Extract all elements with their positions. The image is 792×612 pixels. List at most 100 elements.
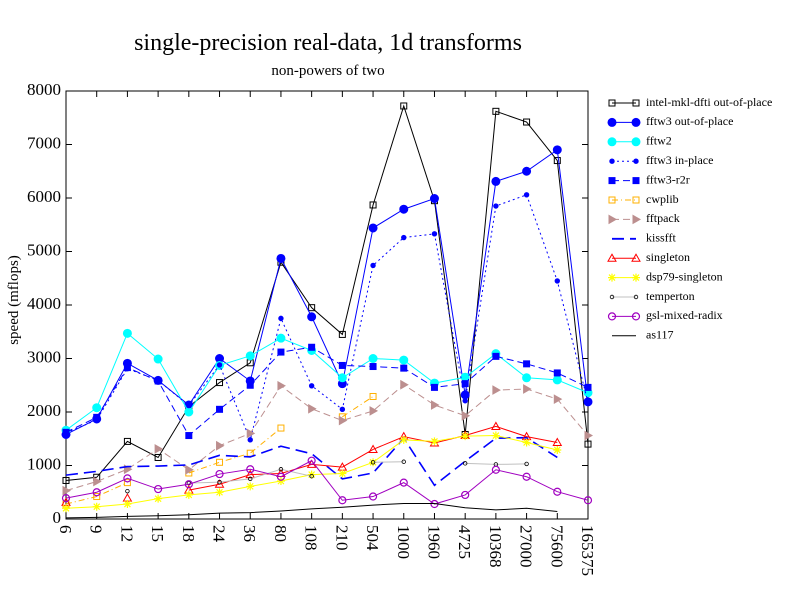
legend-entry: fftw2 (607, 134, 672, 148)
series-fftw2 (61, 328, 593, 435)
x-tick-label: 9 (87, 525, 106, 534)
data-point-marker (216, 405, 224, 413)
data-point-marker (400, 379, 409, 390)
legend-entry: cwplib (608, 192, 679, 206)
data-point-marker (370, 460, 376, 465)
series-kissfft (65, 436, 558, 487)
data-point-marker (522, 438, 531, 447)
series-line (465, 462, 527, 465)
data-point-marker (368, 444, 378, 453)
data-point-marker (338, 469, 347, 478)
data-point-marker (607, 253, 617, 262)
data-point-marker (92, 488, 101, 497)
data-point-marker (524, 461, 529, 467)
series-line (65, 346, 589, 437)
x-tick-label: 12 (117, 525, 136, 542)
series-fftw3-r2r (62, 343, 592, 440)
legend-label: intel-mkl-dfti out-of-place (646, 95, 772, 109)
data-point-marker (429, 438, 440, 447)
data-point-marker (492, 352, 500, 360)
series-line (65, 482, 128, 505)
chart-subtitle: non-powers of two (271, 63, 384, 79)
data-point-marker (523, 118, 531, 126)
data-point-marker (607, 117, 617, 127)
data-point-marker (216, 379, 224, 387)
legend-entry: dsp79-singleton (608, 269, 723, 283)
data-point-marker (185, 464, 194, 475)
x-tick-label: 36 (240, 525, 259, 542)
data-point-marker (307, 312, 317, 322)
data-point-marker (276, 333, 286, 343)
legend-entry: singleton (607, 250, 690, 264)
y-tick-label: 5000 (27, 240, 61, 259)
legend: intel-mkl-dfti out-of-place fftw3 out-of-… (607, 95, 772, 342)
data-point-marker (93, 476, 102, 487)
series-line (65, 460, 589, 505)
series-line (65, 194, 589, 442)
x-tick-label: 1960 (424, 525, 443, 559)
x-tick-label: 75600 (547, 525, 566, 568)
y-tick-label: 1000 (27, 454, 61, 473)
data-point-marker (609, 294, 615, 300)
data-point-marker (491, 421, 501, 430)
data-point-marker (308, 304, 316, 312)
data-point-marker (631, 137, 641, 147)
series-dsp79-singleton (62, 431, 562, 513)
data-point-marker (400, 364, 408, 372)
data-point-marker (62, 504, 70, 513)
x-tick-label: 6 (56, 525, 75, 534)
legend-label: temperton (646, 289, 695, 303)
series-line (65, 502, 558, 519)
data-point-marker (461, 380, 469, 388)
tick-labels: 0 1000 2000 3000 4000 5000 6000 7000 8000 6 9 12 15 1… (27, 80, 597, 576)
legend-entry: fftw3-r2r (608, 172, 690, 186)
data-point-marker (276, 477, 285, 486)
legend-label: fftpack (646, 211, 680, 225)
data-point-marker (583, 496, 593, 505)
legend-label: as117 (646, 328, 674, 342)
y-axis-label: speed (mflops) (6, 255, 22, 345)
legend-entry: temperton (609, 289, 695, 303)
axes (65, 90, 589, 520)
x-tick-label: 504 (363, 525, 382, 551)
data-point-marker (523, 192, 530, 198)
data-point-marker (370, 262, 376, 269)
data-point-marker (123, 500, 132, 509)
data-point-marker (461, 490, 470, 500)
data-point-marker (631, 312, 641, 321)
data-point-marker (122, 328, 132, 338)
series-fftpack (62, 379, 594, 496)
data-point-marker (491, 465, 500, 474)
data-point-marker (460, 390, 470, 400)
data-point-marker (522, 373, 532, 383)
legend-label: gsl-mixed-radix (646, 308, 723, 322)
data-point-marker (246, 482, 255, 491)
legend-label: fftw3 out-of-place (646, 114, 733, 128)
data-point-marker (186, 402, 192, 409)
data-point-marker (492, 107, 500, 115)
chart-title: single-precision real-data, 1d transform… (134, 30, 522, 56)
series-line (65, 104, 589, 481)
data-point-marker (248, 476, 253, 482)
data-point-marker (246, 381, 254, 389)
data-point-marker (369, 406, 379, 416)
data-point-marker (493, 203, 499, 209)
data-point-marker (276, 253, 286, 263)
legend-label: singleton (646, 250, 690, 264)
data-point-marker (216, 362, 223, 368)
legend-entry: fftw3 out-of-place (607, 114, 733, 128)
data-point-marker (553, 157, 561, 165)
data-point-marker (369, 201, 377, 209)
y-tick-label: 3000 (27, 347, 61, 366)
data-point-marker (338, 330, 346, 338)
series-line (342, 396, 374, 418)
data-point-marker (245, 351, 255, 361)
data-point-marker (584, 430, 594, 441)
data-point-marker (308, 383, 315, 389)
data-point-marker (278, 467, 284, 472)
legend-label: fftw3 in-place (646, 153, 713, 167)
data-point-marker (93, 413, 101, 421)
x-tick-label: 108 (302, 525, 321, 551)
data-point-marker (123, 437, 131, 445)
data-point-marker (552, 375, 562, 385)
